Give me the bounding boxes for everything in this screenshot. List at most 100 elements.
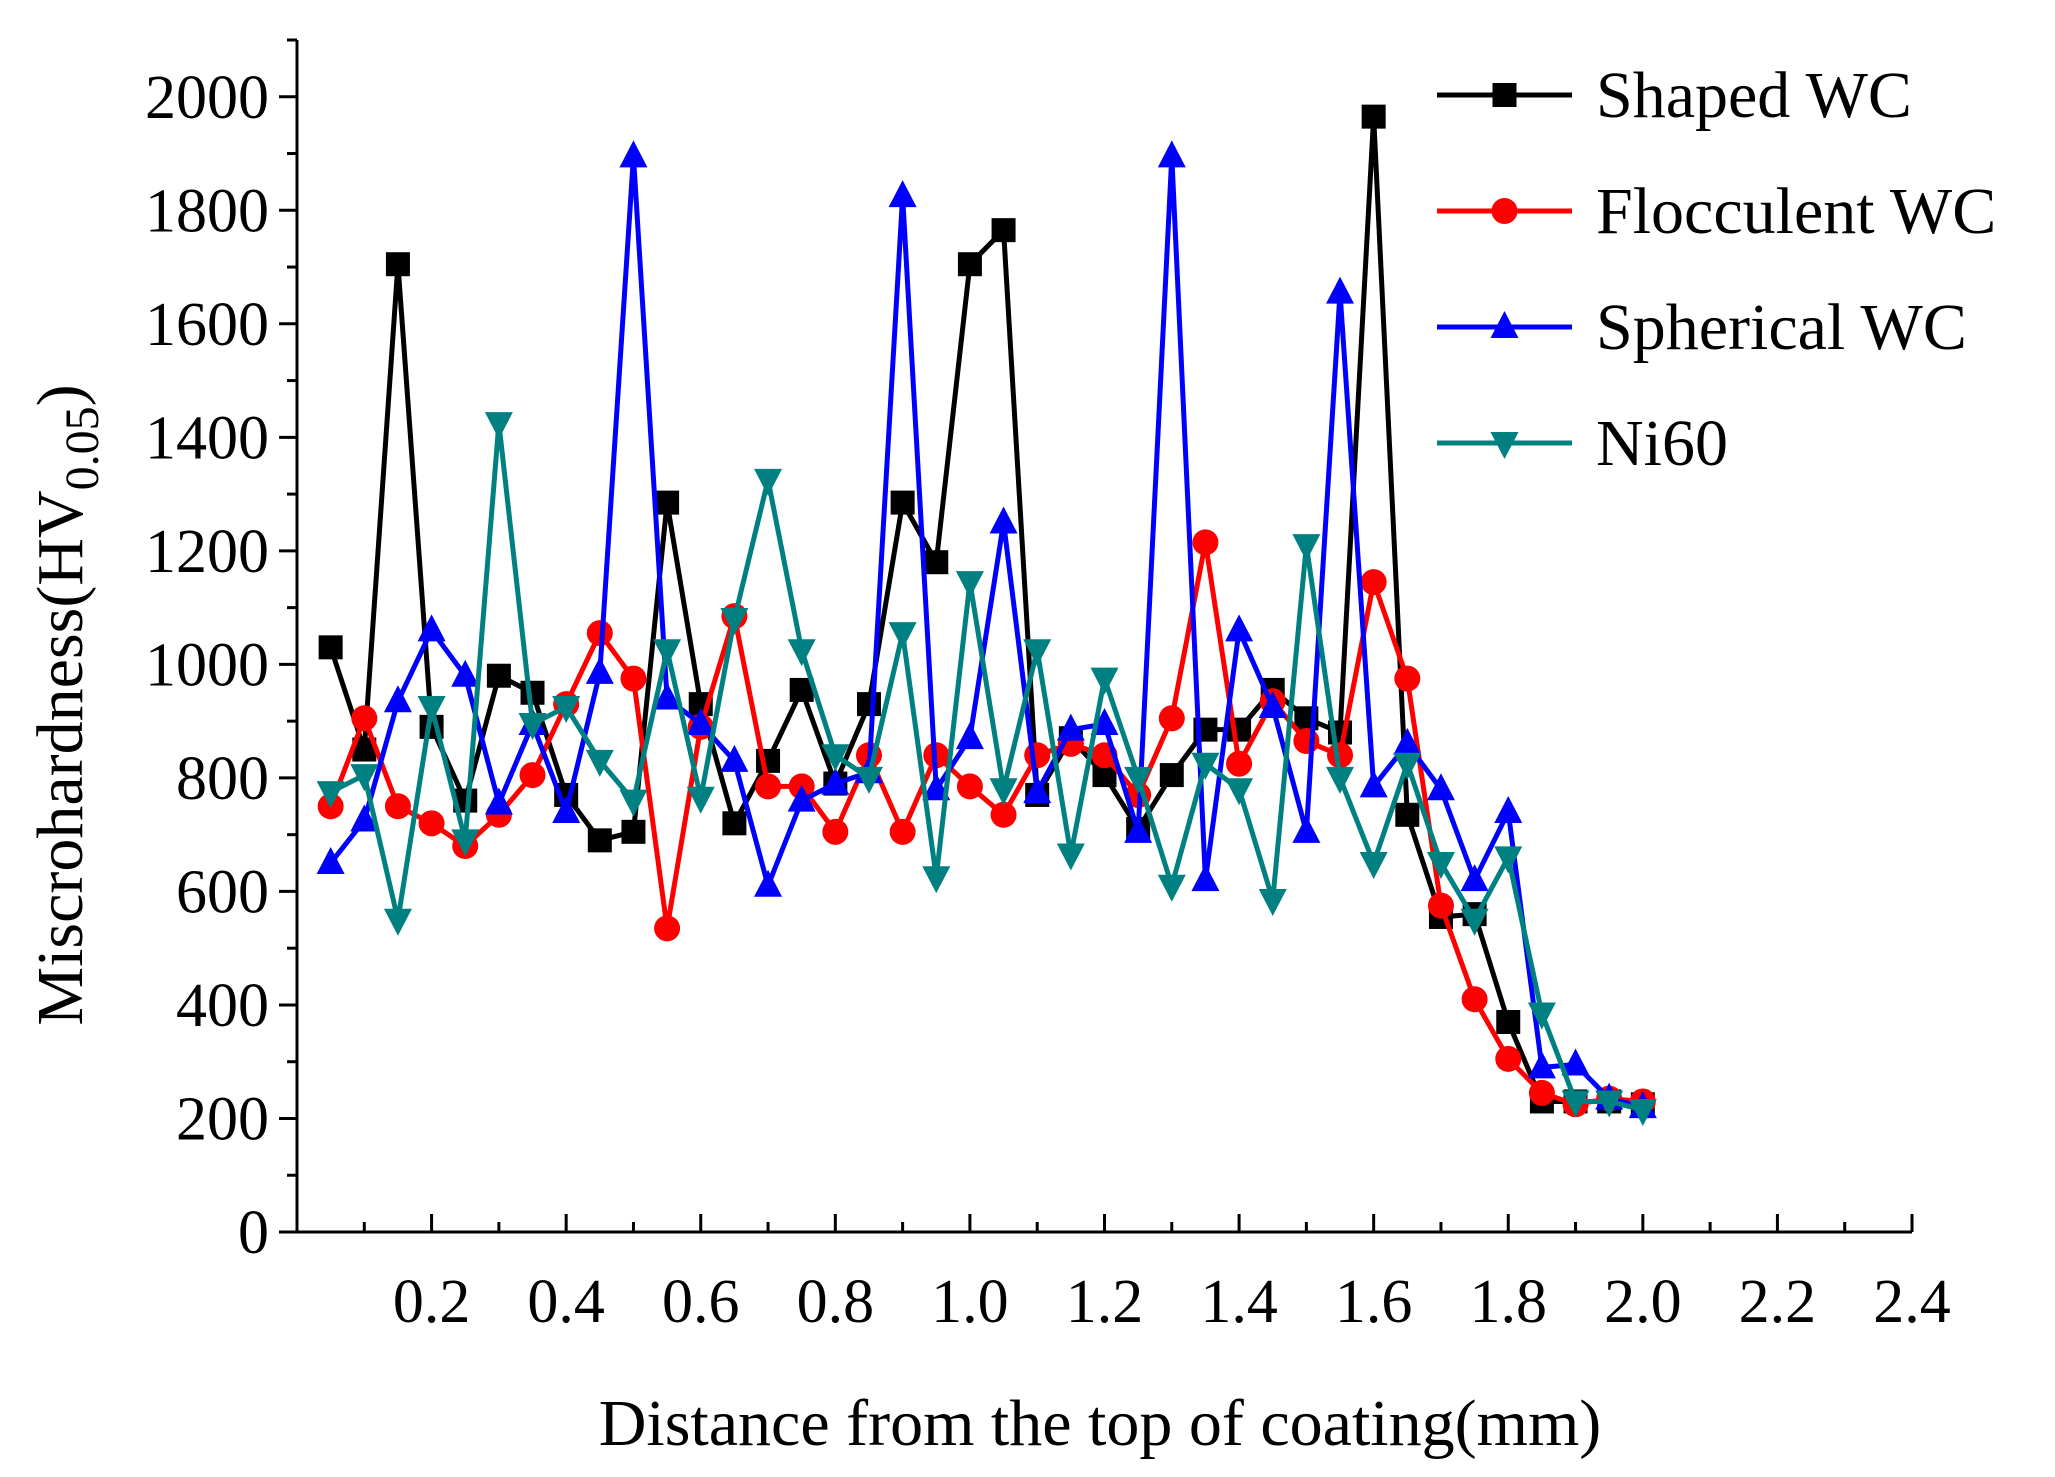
data-point-ni60	[619, 789, 648, 817]
data-point-spherical-wc	[316, 847, 345, 875]
data-point-ni60	[585, 749, 614, 777]
data-point-spherical-wc	[1561, 1048, 1590, 1076]
data-point-flocculent-wc	[1024, 742, 1051, 769]
data-point-flocculent-wc	[384, 793, 411, 820]
data-point-shaped-wc	[924, 550, 949, 575]
data-point-ni60	[350, 764, 379, 792]
x-axis-ticks: 0.2 0.4 0.6 0.8 1.0 1.2 1.4 1.6 1.8 2.0 2.2 2.4	[362, 1214, 1951, 1336]
data-point-ni60	[955, 571, 984, 599]
legend-item-ni60: Ni60	[1437, 407, 1728, 480]
data-point-spherical-wc	[922, 773, 951, 801]
data-point-spherical-wc	[720, 744, 749, 772]
data-point-spherical-wc	[989, 506, 1018, 534]
series-spherical-wc	[316, 140, 1657, 1119]
data-point-spherical-wc	[955, 722, 984, 750]
data-point-flocculent-wc	[519, 762, 546, 789]
data-point-spherical-wc	[417, 614, 446, 642]
x-tick-label: 2.0	[1604, 1268, 1682, 1336]
data-point-ni60	[1258, 888, 1287, 916]
y-tick-label: 1200	[145, 518, 269, 586]
series-line-flocculent-wc	[328, 539, 1644, 1107]
y-tick-label: 1800	[145, 177, 269, 245]
data-point-flocculent-wc	[889, 818, 916, 845]
data-point-ni60	[1460, 908, 1489, 936]
legend-item-flocculent-wc: Flocculent WC	[1437, 175, 1996, 248]
legend-marker	[1492, 83, 1517, 107]
data-point-shaped-wc	[655, 490, 680, 515]
data-point-shaped-wc	[1361, 104, 1386, 129]
legend-marker	[1491, 198, 1518, 224]
data-point-flocculent-wc	[1192, 529, 1219, 556]
data-point-ni60	[1426, 852, 1455, 880]
data-point-spherical-wc	[653, 682, 682, 710]
data-point-ni60	[821, 744, 850, 772]
data-point-ni60	[1225, 778, 1254, 806]
data-point-ni60	[686, 786, 715, 814]
data-point-ni60	[1056, 843, 1085, 871]
data-point-spherical-wc	[1157, 140, 1186, 168]
legend-marker	[1490, 432, 1519, 459]
data-point-shaped-wc	[1395, 802, 1420, 827]
data-point-shaped-wc	[621, 819, 646, 844]
y-tick-label: 800	[176, 745, 269, 813]
data-point-flocculent-wc	[1461, 986, 1488, 1013]
data-point-spherical-wc	[552, 795, 581, 823]
data-point-spherical-wc	[787, 784, 816, 812]
data-point-spherical-wc	[1460, 864, 1489, 892]
data-point-ni60	[1191, 752, 1220, 780]
data-point-ni60	[1494, 846, 1523, 874]
data-point-shaped-wc	[1496, 1009, 1521, 1034]
x-tick-label: 0.8	[797, 1268, 875, 1336]
y-tick-label: 1000	[145, 631, 269, 699]
data-point-spherical-wc	[686, 707, 715, 735]
data-point-ni60	[1292, 534, 1321, 562]
series-line-shaped-wc	[328, 114, 1644, 1107]
data-point-ni60	[1595, 1090, 1624, 1118]
y-tick-label: 2000	[145, 64, 269, 132]
data-point-flocculent-wc	[1528, 1079, 1555, 1106]
data-point-shaped-wc	[991, 218, 1016, 243]
data-point-flocculent-wc	[822, 818, 849, 845]
y-axis-title-subscript: 0.05	[56, 406, 109, 490]
data-point-ni60	[787, 639, 816, 667]
data-point-flocculent-wc	[1226, 750, 1253, 777]
x-tick-label: 1.2	[1066, 1268, 1144, 1336]
data-point-flocculent-wc	[956, 773, 983, 800]
data-point-shaped-wc	[587, 828, 612, 853]
data-point-flocculent-wc	[755, 773, 782, 800]
legend-label: Shaped WC	[1596, 59, 1912, 132]
data-point-ni60	[316, 781, 345, 809]
data-point-flocculent-wc	[1293, 728, 1320, 755]
x-axis-title: Distance from the top of coating(mm)	[599, 1387, 1602, 1460]
data-point-flocculent-wc	[1427, 892, 1454, 919]
data-point-ni60	[720, 607, 749, 635]
y-tick-label: 1600	[145, 291, 269, 359]
data-point-shaped-wc	[486, 663, 511, 688]
data-point-spherical-wc	[383, 685, 412, 713]
data-point-shaped-wc	[722, 811, 747, 836]
data-point-ni60	[383, 908, 412, 936]
data-point-spherical-wc	[484, 787, 513, 815]
data-point-ni60	[854, 766, 883, 794]
x-tick-label: 1.0	[931, 1268, 1009, 1336]
data-point-ni60	[888, 622, 917, 650]
data-point-spherical-wc	[1023, 776, 1052, 804]
x-tick-label: 0.4	[527, 1268, 605, 1336]
data-point-ni60	[1561, 1090, 1590, 1118]
legend-label: Ni60	[1596, 407, 1728, 480]
data-point-ni60	[451, 829, 480, 857]
legend-marker	[1490, 311, 1519, 338]
data-point-spherical-wc	[888, 180, 917, 208]
data-point-flocculent-wc	[1360, 569, 1387, 596]
data-point-spherical-wc	[1292, 815, 1321, 843]
y-axis-ticks: 0 200 400 600 800 1000 1200 1400 1600 1800 2000	[145, 38, 297, 1267]
series-line-ni60	[329, 420, 1644, 1113]
data-point-ni60	[1628, 1098, 1657, 1126]
data-point-ni60	[1090, 667, 1119, 695]
y-axis-title-main: Miscrohardness(HV	[24, 490, 97, 1025]
data-point-ni60	[922, 866, 951, 894]
data-point-ni60	[518, 712, 547, 740]
y-tick-label: 0	[238, 1199, 269, 1267]
